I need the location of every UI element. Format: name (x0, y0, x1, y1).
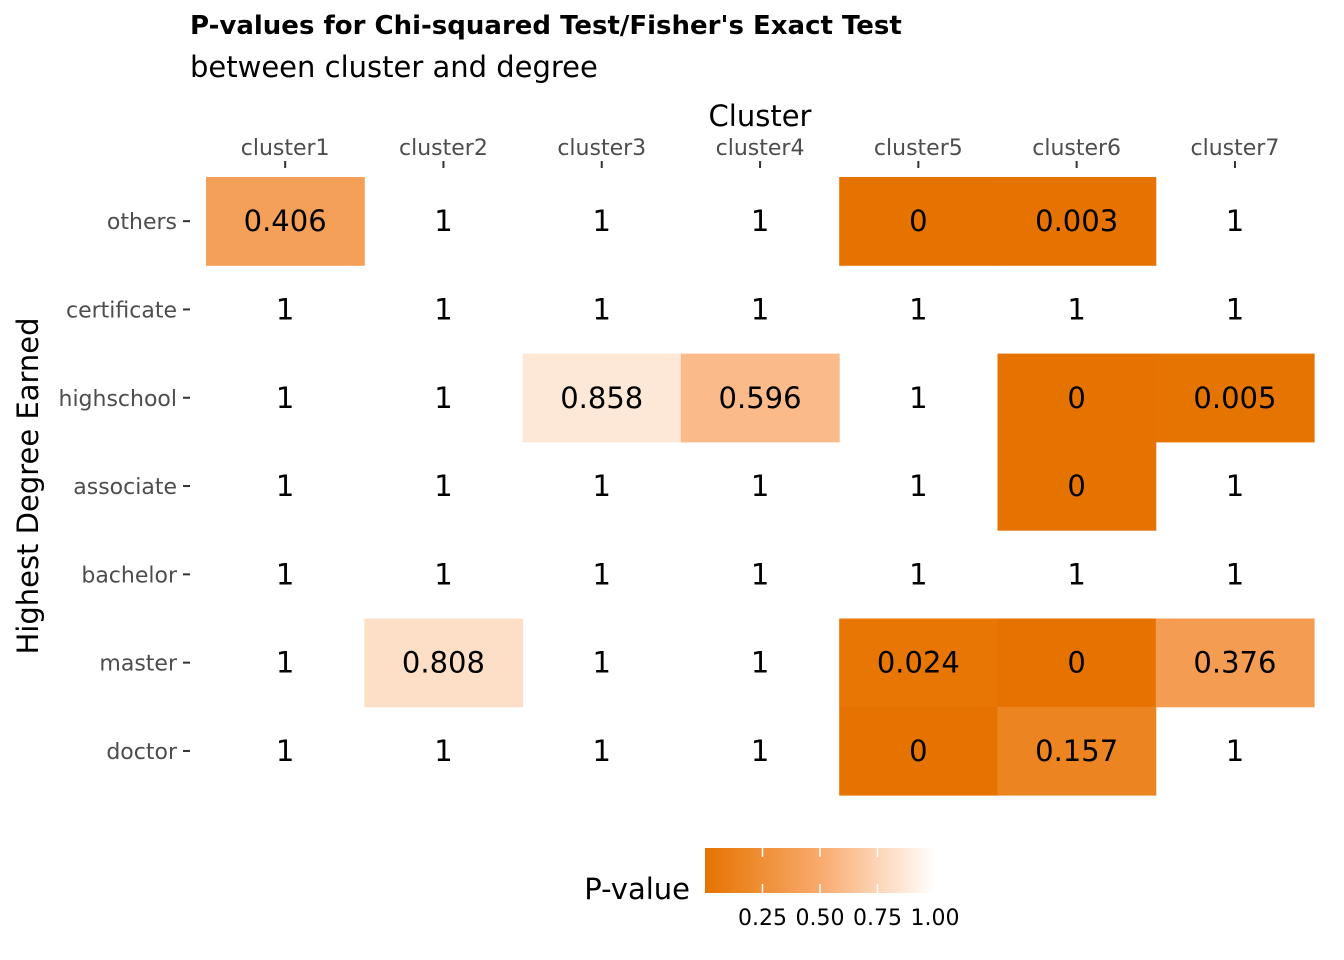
legend-tick-label: 0.75 (853, 906, 902, 931)
cell-value-label: 1 (276, 381, 294, 415)
y-tick-label: highschool (59, 387, 178, 412)
cell-value-label: 1 (276, 734, 294, 768)
x-tick-label: cluster4 (716, 136, 805, 161)
cell-value-label: 1 (751, 204, 769, 238)
cell-value-label: 1 (1067, 292, 1085, 326)
cell-value-label: 1 (751, 734, 769, 768)
heatmap-cell (364, 618, 524, 708)
x-tick-label: cluster1 (241, 136, 330, 161)
cell-value-label: 0.003 (1035, 204, 1118, 238)
legend: P-value 0.25 0.50 0.75 1.00 (584, 848, 959, 931)
cell-value-label: 1 (909, 292, 927, 326)
cell-value-label: 0 (1067, 469, 1085, 503)
cell-value-label: 1 (593, 292, 611, 326)
cell-value-label: 0 (909, 734, 927, 768)
heatmap-cell (522, 353, 682, 443)
heatmap-cell (997, 618, 1157, 708)
cell-value-label: 1 (751, 292, 769, 326)
heatmap-cells: 0.406 1 1 1 0 0.003 1 1 1 1 1 1 1 1 1 1 0.858 0.596 1 0 0.00… (206, 177, 1315, 796)
y-tick-label: bachelor (81, 563, 178, 588)
cell-value-label: 1 (1226, 469, 1244, 503)
heatmap-cell (997, 706, 1157, 796)
x-tick-label: cluster3 (557, 136, 646, 161)
x-tick-label: cluster6 (1032, 136, 1121, 161)
y-tick-label: associate (73, 475, 177, 500)
heatmap-cell (1155, 353, 1315, 443)
cell-value-label: 1 (593, 469, 611, 503)
cell-value-label: 1 (434, 292, 452, 326)
cell-value-label: 0.858 (560, 381, 643, 415)
y-axis-ticks: others certificate highschool associate bach… (59, 210, 190, 765)
heatmap-cell (206, 177, 365, 266)
cell-value-label: 0.596 (719, 381, 802, 415)
x-tick-label: cluster5 (874, 136, 963, 161)
y-tick-label: doctor (106, 740, 178, 765)
legend-tick-label: 0.50 (796, 906, 845, 931)
heatmap-cell (839, 706, 998, 796)
cell-value-label: 1 (593, 734, 611, 768)
cell-value-label: 0 (909, 204, 927, 238)
y-tick-label: master (99, 652, 178, 677)
cell-value-label: 0 (1067, 381, 1085, 415)
cell-value-label: 1 (276, 469, 294, 503)
cell-value-label: 1 (751, 646, 769, 680)
y-tick-label: certificate (66, 298, 177, 323)
cell-value-label: 1 (751, 469, 769, 503)
heatmap-cell (680, 353, 840, 443)
heatmap-cell (839, 618, 998, 708)
cell-value-label: 1 (1226, 557, 1244, 591)
cell-value-label: 0 (1067, 646, 1085, 680)
cell-value-label: 1 (593, 646, 611, 680)
cell-value-label: 1 (276, 646, 294, 680)
heatmap-cell (997, 353, 1157, 443)
cell-value-label: 0.024 (877, 646, 960, 680)
cell-value-label: 1 (909, 381, 927, 415)
cell-value-label: 1 (751, 557, 769, 591)
x-axis-title: Cluster (709, 99, 812, 133)
cell-value-label: 1 (434, 381, 452, 415)
legend-tick-label: 0.25 (738, 906, 787, 931)
chart-subtitle: between cluster and degree (190, 50, 598, 84)
cell-value-label: 1 (1226, 734, 1244, 768)
cell-value-label: 1 (276, 557, 294, 591)
cell-value-label: 1 (434, 469, 452, 503)
cell-value-label: 1 (909, 469, 927, 503)
x-axis-ticks: cluster1 cluster2 cluster3 cluster4 cluster5… (241, 136, 1280, 168)
cell-value-label: 1 (276, 292, 294, 326)
heatmap-cell (997, 177, 1157, 266)
cell-value-label: 0.376 (1193, 646, 1276, 680)
chart-title: P-values for Chi-squared Test/Fisher's E… (190, 11, 902, 41)
y-tick-label: others (107, 210, 177, 235)
heatmap-cell (839, 177, 998, 266)
cell-value-label: 0.808 (402, 646, 485, 680)
cell-value-label: 1 (434, 734, 452, 768)
legend-title: P-value (584, 872, 690, 906)
cell-value-label: 1 (909, 557, 927, 591)
cell-value-label: 1 (593, 557, 611, 591)
cell-value-label: 1 (1067, 557, 1085, 591)
cell-value-label: 1 (1226, 292, 1244, 326)
x-tick-label: cluster2 (399, 136, 488, 161)
legend-ticks: 0.25 0.50 0.75 1.00 (738, 848, 959, 931)
y-axis-title: Highest Degree Earned (11, 317, 45, 654)
cell-value-label: 0.406 (244, 204, 327, 238)
heatmap-cell (997, 441, 1157, 531)
cell-value-label: 1 (434, 557, 452, 591)
cell-value-label: 0.157 (1035, 734, 1118, 768)
x-tick-label: cluster7 (1191, 136, 1280, 161)
cell-value-label: 0.005 (1193, 381, 1276, 415)
legend-tick-label: 1.00 (911, 906, 960, 931)
heatmap-cell (1155, 618, 1315, 708)
cell-value-label: 1 (593, 204, 611, 238)
cell-value-label: 1 (1226, 204, 1244, 238)
cell-value-label: 1 (434, 204, 452, 238)
